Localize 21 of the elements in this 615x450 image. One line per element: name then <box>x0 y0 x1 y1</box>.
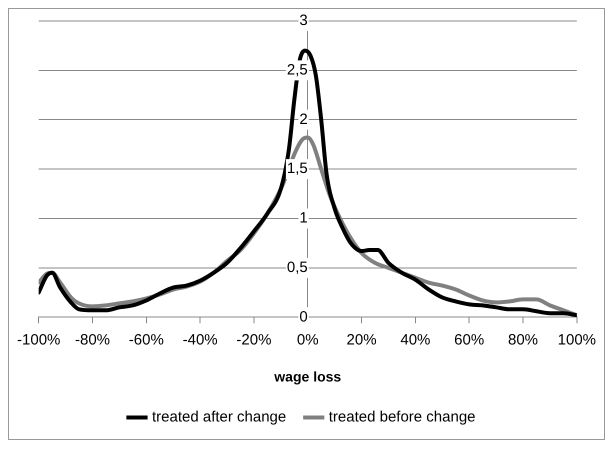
y-tick-label: 2,5 <box>286 62 308 79</box>
x-tick-label: -40% <box>182 331 218 348</box>
x-tick-label: 0% <box>296 331 319 348</box>
x-axis-title: wage loss <box>273 368 342 384</box>
x-tick-label: -80% <box>74 331 110 348</box>
legend-label: treated before change <box>328 408 476 426</box>
y-tick-label: 0 <box>299 308 308 326</box>
legend-label: treated after change <box>152 408 286 426</box>
x-tick-label: 40% <box>400 331 430 348</box>
y-tick-label: 0,5 <box>286 258 308 276</box>
x-tick-label: -60% <box>128 331 164 348</box>
y-tick-label: 3 <box>299 12 308 30</box>
y-tick-label: 1 <box>299 210 308 227</box>
x-tick-label: 20% <box>346 331 377 348</box>
x-tick-label: 60% <box>454 331 484 348</box>
y-tick-label: 1,5 <box>286 160 308 178</box>
x-tick-label: -100% <box>17 331 60 348</box>
x-tick-label: -20% <box>236 331 272 348</box>
y-tick-label: 2 <box>299 110 308 128</box>
x-tick-label: 80% <box>508 331 538 348</box>
x-tick-label: 100% <box>558 331 596 348</box>
